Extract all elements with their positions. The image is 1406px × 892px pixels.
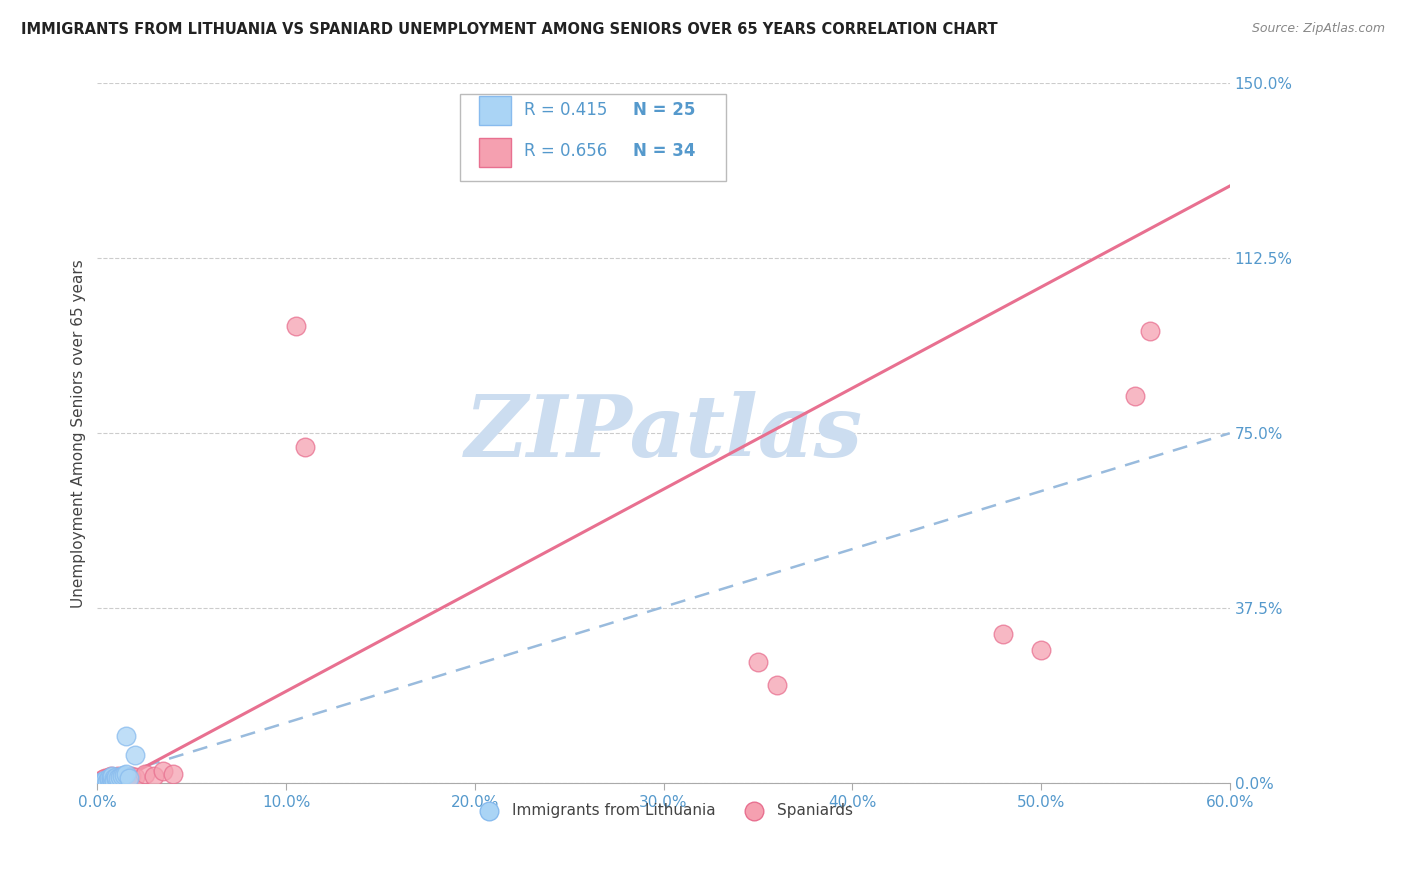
- Point: [1029, 643, 1052, 657]
- Point: [143, 769, 166, 783]
- Point: [114, 772, 136, 786]
- Point: [89, 774, 111, 789]
- Text: N = 25: N = 25: [633, 101, 696, 119]
- Point: [1125, 389, 1147, 403]
- FancyBboxPatch shape: [460, 94, 725, 181]
- Text: IMMIGRANTS FROM LITHUANIA VS SPANIARD UNEMPLOYMENT AMONG SENIORS OVER 65 YEARS C: IMMIGRANTS FROM LITHUANIA VS SPANIARD UN…: [21, 22, 998, 37]
- Text: R = 0.415: R = 0.415: [524, 101, 607, 119]
- FancyBboxPatch shape: [479, 95, 510, 125]
- Point: [101, 769, 124, 783]
- Point: [107, 772, 129, 786]
- Point: [94, 772, 117, 787]
- Point: [103, 772, 125, 786]
- Point: [105, 772, 128, 787]
- Point: [100, 772, 122, 787]
- Point: [105, 772, 128, 786]
- Point: [101, 772, 124, 787]
- Point: [993, 627, 1015, 641]
- Point: [100, 772, 122, 787]
- Point: [747, 655, 769, 669]
- Point: [107, 769, 129, 783]
- Point: [134, 766, 156, 780]
- Point: [96, 773, 118, 788]
- Point: [90, 773, 112, 788]
- Point: [108, 772, 131, 787]
- Text: Source: ZipAtlas.com: Source: ZipAtlas.com: [1251, 22, 1385, 36]
- Point: [100, 769, 122, 783]
- Point: [91, 773, 114, 788]
- Point: [91, 772, 114, 787]
- Point: [96, 773, 118, 788]
- Text: N = 34: N = 34: [633, 143, 696, 161]
- Text: ZIPatlas: ZIPatlas: [464, 392, 863, 475]
- Point: [96, 774, 118, 789]
- Legend: Immigrants from Lithuania, Spaniards: Immigrants from Lithuania, Spaniards: [468, 797, 859, 824]
- Point: [91, 775, 114, 789]
- Point: [96, 774, 118, 789]
- Point: [152, 764, 174, 779]
- Point: [101, 772, 124, 787]
- Point: [97, 773, 120, 788]
- Point: [114, 730, 136, 744]
- Point: [294, 440, 316, 454]
- Point: [100, 771, 122, 785]
- Text: R = 0.656: R = 0.656: [524, 143, 607, 161]
- Point: [114, 766, 136, 780]
- Point: [118, 772, 141, 786]
- Point: [112, 767, 135, 781]
- Point: [103, 771, 125, 785]
- Y-axis label: Unemployment Among Seniors over 65 years: Unemployment Among Seniors over 65 years: [72, 259, 86, 607]
- Point: [94, 774, 117, 789]
- Point: [284, 318, 307, 333]
- Point: [97, 772, 120, 786]
- Point: [90, 774, 112, 789]
- Point: [97, 773, 120, 788]
- Point: [1139, 324, 1161, 338]
- Point: [97, 771, 120, 785]
- Point: [765, 678, 787, 692]
- Point: [124, 771, 146, 785]
- Point: [105, 770, 128, 784]
- Point: [120, 769, 142, 783]
- FancyBboxPatch shape: [479, 138, 510, 168]
- Point: [111, 769, 134, 783]
- Point: [111, 771, 134, 785]
- Point: [162, 766, 184, 780]
- Point: [108, 771, 131, 785]
- Point: [124, 747, 146, 762]
- Point: [94, 774, 117, 789]
- Point: [101, 772, 124, 786]
- Point: [91, 775, 114, 789]
- Point: [103, 773, 125, 788]
- Point: [94, 772, 117, 786]
